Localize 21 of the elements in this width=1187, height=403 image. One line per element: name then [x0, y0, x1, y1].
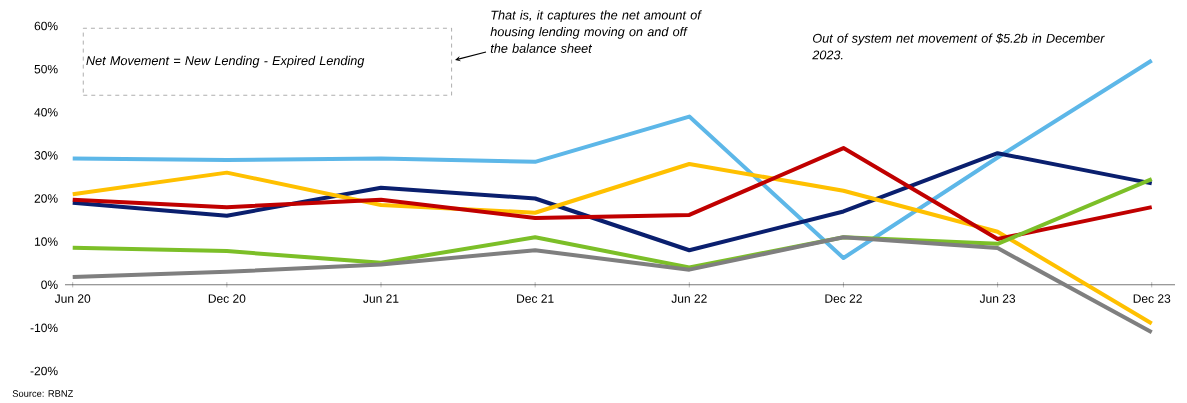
y-tick-label: 50% — [34, 64, 58, 74]
x-tick-label: Dec 21 — [517, 294, 554, 303]
x-tick-label: Jun 23 — [979, 294, 1016, 303]
y-tick-label: 60% — [34, 21, 58, 31]
y-tick-label: 40% — [34, 108, 58, 117]
annotation: Net Movement = New Lending - Expired Lending — [86, 55, 365, 68]
y-tick-label: 10% — [34, 237, 58, 246]
x-tick-label: Dec 20 — [208, 294, 246, 303]
annotation: Out of system net movement of $5.2b in December 2023. — [812, 33, 1105, 60]
y-tick-label: 30% — [34, 151, 58, 160]
x-tick-label: Dec 23 — [1133, 294, 1171, 303]
x-tick-label: Jun 21 — [363, 294, 399, 303]
source-note: Source: RBNZ — [12, 390, 73, 397]
y-tick-label: 0% — [41, 280, 58, 290]
annotation: That is, it captures the net amount of housing lending moving on and off the balance sheet — [490, 10, 702, 53]
x-tick-label: Jun 20 — [54, 294, 91, 303]
x-tick-label: Jun 22 — [671, 294, 707, 303]
y-tick-label: 20% — [34, 194, 58, 203]
y-tick-label: -10% — [30, 323, 58, 333]
y-tick-label: -20% — [30, 366, 58, 376]
x-tick-label: Dec 22 — [825, 294, 862, 303]
